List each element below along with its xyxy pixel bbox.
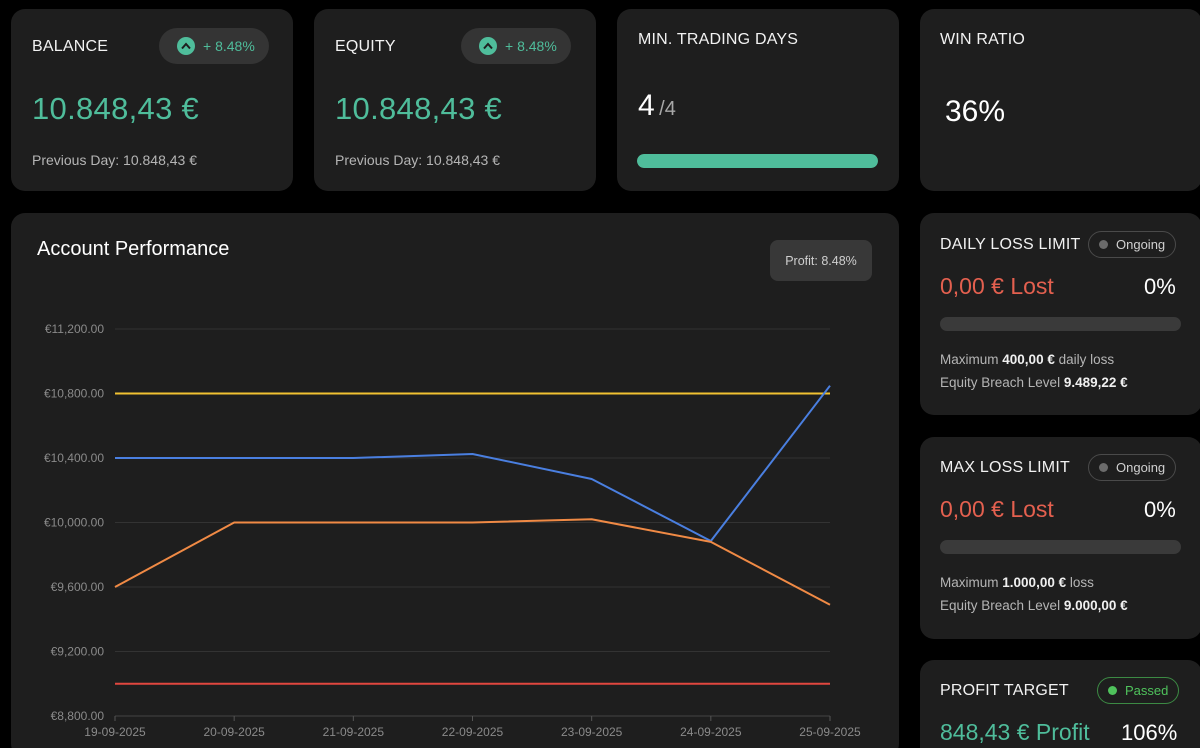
win-ratio-value: 36% xyxy=(945,95,1006,128)
daily-loss-title: DAILY LOSS LIMIT xyxy=(940,236,1081,253)
status-dot-icon xyxy=(1099,463,1108,472)
equity-title: EQUITY xyxy=(335,38,396,55)
max-loss-title: MAX LOSS LIMIT xyxy=(940,459,1070,476)
performance-chart: €8,800.00 €9,200.00 €9,600.00 €10,000.00 €10… xyxy=(44,322,861,739)
trading-days-current: 4 xyxy=(638,89,655,122)
series-line-equity xyxy=(114,518,831,606)
max-loss-percent: 0% xyxy=(1144,497,1176,522)
profit-badge: Profit: 8.48% xyxy=(770,240,872,281)
equity-value: 10.848,43 € xyxy=(335,91,503,126)
daily-loss-maximum: Maximum 400,00 € daily loss xyxy=(940,352,1114,367)
trading-days-title: MIN. TRADING DAYS xyxy=(638,31,799,48)
daily-loss-progress xyxy=(940,317,1181,331)
daily-loss-status-label: Ongoing xyxy=(1116,237,1166,252)
max-loss-status-label: Ongoing xyxy=(1116,460,1166,475)
max-loss-max-value: 1.000,00 € xyxy=(1002,575,1067,590)
profit-target-profit: 848,43 € Profit xyxy=(940,719,1090,745)
balance-previous-label: Previous Day: xyxy=(32,152,120,168)
daily-loss-max-prefix: Maximum xyxy=(940,352,999,367)
trading-days-progress-fill xyxy=(637,154,878,168)
max-loss-maximum: Maximum 1.000,00 € loss xyxy=(940,575,1094,590)
chart-y-tick-label: €10,800.00 xyxy=(44,387,104,401)
profit-target-title: PROFIT TARGET xyxy=(940,682,1069,699)
daily-loss-breach-label: Equity Breach Level xyxy=(940,375,1061,390)
chart-y-tick-label: €9,200.00 xyxy=(51,645,105,659)
max-loss-max-prefix: Maximum xyxy=(940,575,999,590)
daily-loss-card: DAILY LOSS LIMIT Ongoing 0,00 € Lost 0% … xyxy=(920,213,1200,415)
daily-loss-status: Ongoing xyxy=(1088,231,1177,258)
profit-target-status: Passed xyxy=(1097,677,1180,704)
win-ratio-title: WIN RATIO xyxy=(940,31,1026,48)
equity-change-badge: + 8.48% xyxy=(461,28,571,64)
profit-target-status-label: Passed xyxy=(1125,683,1169,698)
trading-days-count: 4 /4 xyxy=(638,89,676,123)
equity-card: EQUITY + 8.48% 10.848,43 € Previous Day:… xyxy=(314,9,596,191)
performance-card: Account Performance Profit: 8.48% xyxy=(11,213,899,748)
chart-x-tick-label: 25-09-2025 xyxy=(799,725,861,739)
equity-previous-day: Previous Day: 10.848,43 € xyxy=(335,152,500,168)
chart-x-tick-label: 24-09-2025 xyxy=(680,725,742,739)
trading-days-card: MIN. TRADING DAYS 4 /4 xyxy=(617,9,899,191)
chart-y-tick-label: €11,200.00 xyxy=(45,322,104,336)
performance-title: Account Performance xyxy=(37,238,230,260)
chart-y-tick-label: €9,600.00 xyxy=(51,580,105,594)
daily-loss-max-value: 400,00 € xyxy=(1002,352,1055,367)
chart-x-tick-label: 21-09-2025 xyxy=(323,725,385,739)
arrow-up-icon xyxy=(177,37,195,55)
chart-y-tick-label: €8,800.00 xyxy=(51,709,105,723)
chart-x-tick-label: 23-09-2025 xyxy=(561,725,623,739)
max-loss-lost: 0,00 € Lost xyxy=(940,496,1054,522)
chart-x-tick-label: 20-09-2025 xyxy=(203,725,265,739)
trading-days-total: /4 xyxy=(659,98,676,120)
max-loss-breach-label: Equity Breach Level xyxy=(940,598,1061,613)
max-loss-breach: Equity Breach Level 9.000,00 € xyxy=(940,598,1128,613)
trading-days-progress xyxy=(637,154,878,168)
equity-previous-label: Previous Day: xyxy=(335,152,423,168)
max-loss-progress xyxy=(940,540,1181,554)
daily-loss-max-suffix: daily loss xyxy=(1058,352,1115,367)
chart-x-tick-label: 19-09-2025 xyxy=(84,725,146,739)
equity-change-value: + 8.48% xyxy=(505,38,557,54)
status-dot-icon xyxy=(1108,686,1117,695)
profit-target-card: PROFIT TARGET Passed 848,43 € Profit 106… xyxy=(920,660,1200,748)
max-loss-card: MAX LOSS LIMIT Ongoing 0,00 € Lost 0% Ma… xyxy=(920,437,1200,639)
arrow-up-icon xyxy=(479,37,497,55)
balance-change-badge: + 8.48% xyxy=(159,28,269,64)
daily-loss-percent: 0% xyxy=(1144,274,1176,299)
max-loss-breach-value: 9.000,00 € xyxy=(1063,598,1128,613)
balance-title: BALANCE xyxy=(32,38,109,55)
daily-loss-breach: Equity Breach Level 9.489,22 € xyxy=(940,375,1128,390)
chart-y-tick-label: €10,400.00 xyxy=(44,451,104,465)
balance-previous-value: 10.848,43 € xyxy=(123,152,198,168)
chart-y-tick-label: €10,000.00 xyxy=(44,516,104,530)
chart-x-tick-label: 22-09-2025 xyxy=(442,725,504,739)
balance-previous-day: Previous Day: 10.848,43 € xyxy=(32,152,197,168)
balance-value: 10.848,43 € xyxy=(32,91,200,126)
balance-card: BALANCE + 8.48% 10.848,43 € Previous Day… xyxy=(11,9,293,191)
max-loss-status: Ongoing xyxy=(1088,454,1177,481)
balance-change-value: + 8.48% xyxy=(203,38,255,54)
daily-loss-lost: 0,00 € Lost xyxy=(940,273,1054,299)
profit-target-percent: 106% xyxy=(1121,720,1178,745)
win-ratio-card: WIN RATIO 36% xyxy=(920,9,1200,191)
status-dot-icon xyxy=(1099,240,1108,249)
max-loss-max-suffix: loss xyxy=(1069,575,1094,590)
daily-loss-breach-value: 9.489,22 € xyxy=(1063,375,1128,390)
equity-previous-value: 10.848,43 € xyxy=(426,152,501,168)
series-line-balance xyxy=(115,385,831,543)
